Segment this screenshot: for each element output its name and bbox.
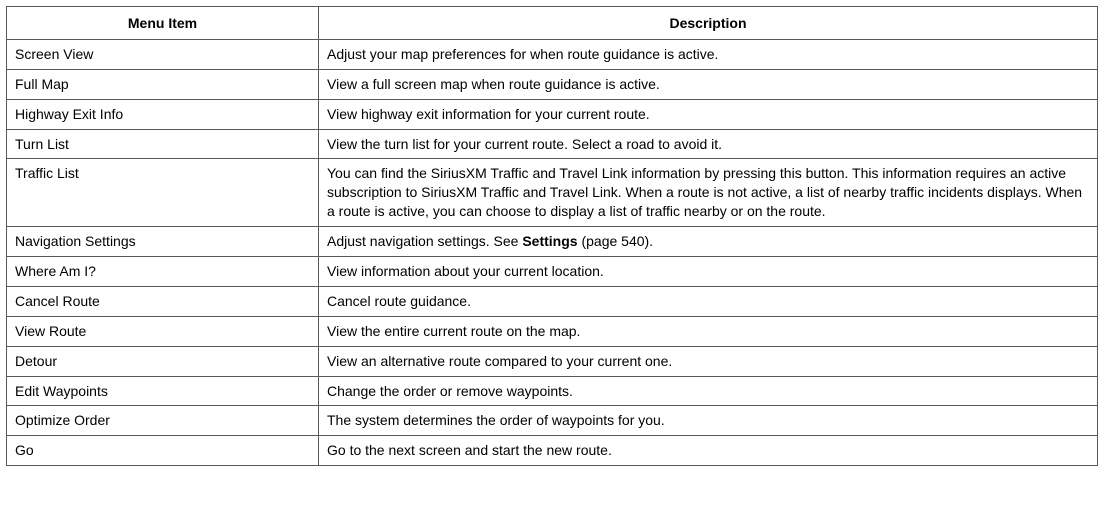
table-body: Screen ViewAdjust your map preferences f… [7, 39, 1098, 465]
col-header-description: Description [319, 7, 1098, 40]
description-cell: View information about your current loca… [319, 257, 1098, 287]
description-cell: Adjust your map preferences for when rou… [319, 39, 1098, 69]
description-cell: View a full screen map when route guidan… [319, 69, 1098, 99]
menu-description-table: Menu Item Description Screen ViewAdjust … [6, 6, 1098, 466]
table-row: Where Am I?View information about your c… [7, 257, 1098, 287]
table-row: Full MapView a full screen map when rout… [7, 69, 1098, 99]
table-row: Screen ViewAdjust your map preferences f… [7, 39, 1098, 69]
menu-item-cell: Optimize Order [7, 406, 319, 436]
table-row: Turn ListView the turn list for your cur… [7, 129, 1098, 159]
menu-item-cell: Go [7, 436, 319, 466]
description-cell: Change the order or remove waypoints. [319, 376, 1098, 406]
bold-text: Settings [522, 233, 577, 249]
description-cell: Cancel route guidance. [319, 286, 1098, 316]
description-cell: Adjust navigation settings. See Settings… [319, 227, 1098, 257]
menu-item-cell: Cancel Route [7, 286, 319, 316]
table-header-row: Menu Item Description [7, 7, 1098, 40]
menu-item-cell: Turn List [7, 129, 319, 159]
description-cell: View the entire current route on the map… [319, 316, 1098, 346]
menu-item-cell: Traffic List [7, 159, 319, 227]
menu-item-cell: Screen View [7, 39, 319, 69]
table-row: DetourView an alternative route compared… [7, 346, 1098, 376]
description-cell: View the turn list for your current rout… [319, 129, 1098, 159]
table-row: Edit WaypointsChange the order or remove… [7, 376, 1098, 406]
table-row: Navigation SettingsAdjust navigation set… [7, 227, 1098, 257]
description-cell: View highway exit information for your c… [319, 99, 1098, 129]
table-row: GoGo to the next screen and start the ne… [7, 436, 1098, 466]
table-row: Optimize OrderThe system determines the … [7, 406, 1098, 436]
table-row: Cancel RouteCancel route guidance. [7, 286, 1098, 316]
menu-item-cell: Navigation Settings [7, 227, 319, 257]
menu-item-cell: Highway Exit Info [7, 99, 319, 129]
description-cell: You can find the SiriusXM Traffic and Tr… [319, 159, 1098, 227]
description-cell: Go to the next screen and start the new … [319, 436, 1098, 466]
menu-item-cell: View Route [7, 316, 319, 346]
table-row: Traffic ListYou can find the SiriusXM Tr… [7, 159, 1098, 227]
menu-item-cell: Edit Waypoints [7, 376, 319, 406]
menu-item-cell: Full Map [7, 69, 319, 99]
col-header-menu-item: Menu Item [7, 7, 319, 40]
menu-item-cell: Detour [7, 346, 319, 376]
description-cell: View an alternative route compared to yo… [319, 346, 1098, 376]
menu-item-cell: Where Am I? [7, 257, 319, 287]
description-cell: The system determines the order of waypo… [319, 406, 1098, 436]
table-row: View RouteView the entire current route … [7, 316, 1098, 346]
table-row: Highway Exit InfoView highway exit infor… [7, 99, 1098, 129]
